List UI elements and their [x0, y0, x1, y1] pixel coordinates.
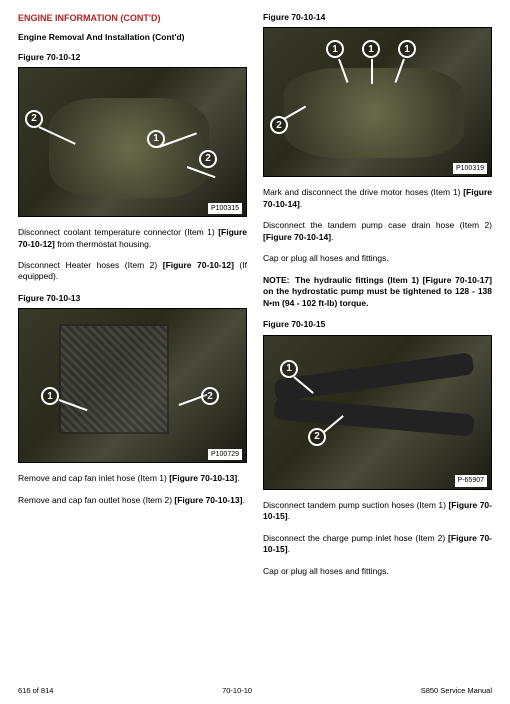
- callout-1: 1: [280, 360, 298, 378]
- figure-70-10-14: 1 1 1 2 P100319: [263, 27, 492, 177]
- right-column: Figure 70-10-14 1 1 1 2 P100319 Mark and…: [263, 12, 492, 662]
- paragraph: Cap or plug all hoses and fittings.: [263, 253, 492, 264]
- page-body: ENGINE INFORMATION (CONT'D) Engine Remov…: [18, 12, 492, 662]
- figure-70-10-13: 1 2 P100729: [18, 308, 247, 463]
- paragraph: Mark and disconnect the drive motor hose…: [263, 187, 492, 210]
- note-block: NOTE: The hydraulic fittings (Item 1) [F…: [263, 275, 492, 309]
- subsection-heading: Engine Removal And Installation (Cont'd): [18, 32, 247, 43]
- paragraph: Disconnect tandem pump suction hoses (It…: [263, 500, 492, 523]
- figure-label: Figure 70-10-14: [263, 12, 492, 23]
- footer-manual-name: S850 Service Manual: [421, 686, 492, 696]
- figure-70-10-15: 1 2 P-65907: [263, 335, 492, 490]
- paragraph: Disconnect Heater hoses (Item 2) [Figure…: [18, 260, 247, 283]
- photo-id: P100319: [453, 163, 487, 174]
- callout-1b: 1: [362, 40, 380, 58]
- paragraph: Remove and cap fan inlet hose (Item 1) […: [18, 473, 247, 484]
- photo-id: P100315: [208, 203, 242, 214]
- left-column: ENGINE INFORMATION (CONT'D) Engine Remov…: [18, 12, 247, 662]
- figure-label: Figure 70-10-15: [263, 319, 492, 330]
- callout-2: 2: [25, 110, 43, 128]
- callout-2b: 2: [199, 150, 217, 168]
- photo-id: P100729: [208, 449, 242, 460]
- paragraph: Cap or plug all hoses and fittings.: [263, 566, 492, 577]
- callout-1c: 1: [398, 40, 416, 58]
- callout-2: 2: [308, 428, 326, 446]
- footer-section-id: 70-10-10: [222, 686, 252, 696]
- footer-page-count: 616 of 814: [18, 686, 53, 696]
- callout-1: 1: [147, 130, 165, 148]
- figure-70-10-12: 1 2 2 P100315: [18, 67, 247, 217]
- figure-label: Figure 70-10-12: [18, 52, 247, 63]
- section-heading: ENGINE INFORMATION (CONT'D): [18, 12, 247, 24]
- paragraph: Disconnect coolant temperature connector…: [18, 227, 247, 250]
- callout-2: 2: [201, 387, 219, 405]
- paragraph: Disconnect the tandem pump case drain ho…: [263, 220, 492, 243]
- figure-label: Figure 70-10-13: [18, 293, 247, 304]
- paragraph: Remove and cap fan outlet hose (Item 2) …: [18, 495, 247, 506]
- page-footer: 616 of 814 70-10-10 S850 Service Manual: [18, 686, 492, 696]
- paragraph: Disconnect the charge pump inlet hose (I…: [263, 533, 492, 556]
- callout-1: 1: [41, 387, 59, 405]
- photo-id: P-65907: [455, 475, 487, 486]
- callout-1: 1: [326, 40, 344, 58]
